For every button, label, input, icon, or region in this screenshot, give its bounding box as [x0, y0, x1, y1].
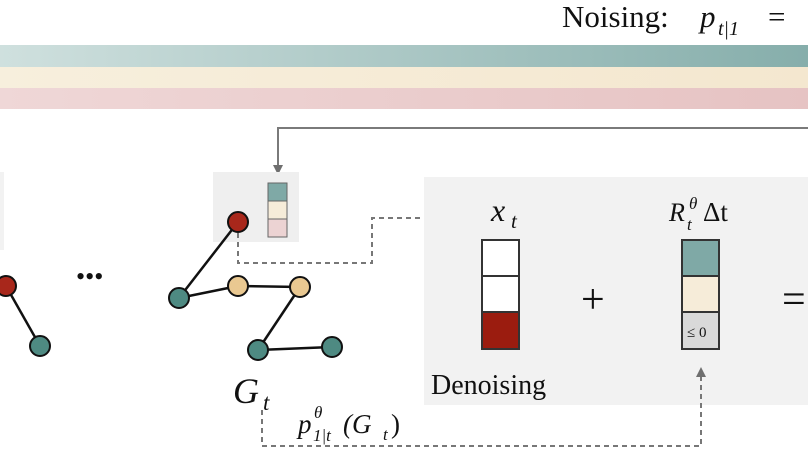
predictor-label-close: )	[391, 409, 400, 439]
left-partial-panel	[0, 172, 4, 250]
graph-label: G	[233, 371, 259, 411]
x-vector-cell-3	[481, 311, 520, 350]
rate-label-superscript: θ	[689, 194, 697, 213]
noising-formula-p: p	[698, 0, 716, 34]
state-vector-teal	[267, 182, 288, 202]
noising-label: Noising:	[562, 0, 669, 34]
noise-band-rose	[0, 88, 808, 109]
graph-node-left-red	[0, 275, 17, 297]
feedback-arrow	[273, 127, 808, 175]
equals-sign: =	[782, 277, 806, 323]
noise-band-cream	[0, 67, 808, 88]
rate-vector-cell-teal	[681, 239, 720, 277]
graph-ellipsis: •••	[76, 262, 103, 291]
x-vector-cell-2	[481, 275, 520, 313]
graph-node-teal-2	[247, 339, 269, 361]
state-vector-cream	[267, 200, 288, 220]
state-vector-rose	[267, 218, 288, 238]
graph-node-left-teal	[29, 335, 51, 357]
predictor-label-superscript: θ	[314, 403, 322, 422]
predictor-label-argument-subscript: t	[383, 425, 389, 444]
graph-edge-4	[256, 286, 302, 351]
rate-vector-cell-leq	[681, 311, 720, 350]
noising-formula-subscript: t|1	[718, 18, 739, 40]
x-vector-cell-1	[481, 239, 520, 277]
predictor-label-subscript: 1|t	[313, 426, 332, 445]
rate-vector-leq-label: ≤ 0	[687, 325, 706, 341]
x-label: x	[490, 192, 505, 228]
predictor-arrow	[261, 367, 706, 447]
graph-node-teal-3	[321, 336, 343, 358]
x-label-subscript: t	[511, 209, 518, 233]
graph-node-cream-2	[289, 276, 311, 298]
node-to-denoiser-arrow	[237, 213, 471, 264]
predictor-label-argument: (G	[343, 409, 372, 439]
denoising-label: Denoising	[431, 370, 546, 401]
graph-node-red	[227, 211, 249, 233]
noise-band-teal	[0, 45, 808, 67]
rate-label-delta-t: Δt	[703, 197, 728, 227]
rate-label-subscript: t	[687, 215, 693, 234]
graph-node-cream-1	[227, 275, 249, 297]
predictor-label: p	[296, 409, 312, 439]
graph-edge-5	[257, 345, 333, 352]
graph-node-teal-1	[168, 287, 190, 309]
graph-edge-left	[4, 285, 42, 347]
graph-edge-1	[178, 221, 239, 299]
graph-label-subscript: t	[263, 390, 270, 415]
plus-sign: +	[581, 277, 605, 323]
rate-label: R	[668, 198, 685, 227]
rate-vector-cell-cream	[681, 275, 720, 313]
noising-formula-equals: =	[768, 0, 785, 34]
